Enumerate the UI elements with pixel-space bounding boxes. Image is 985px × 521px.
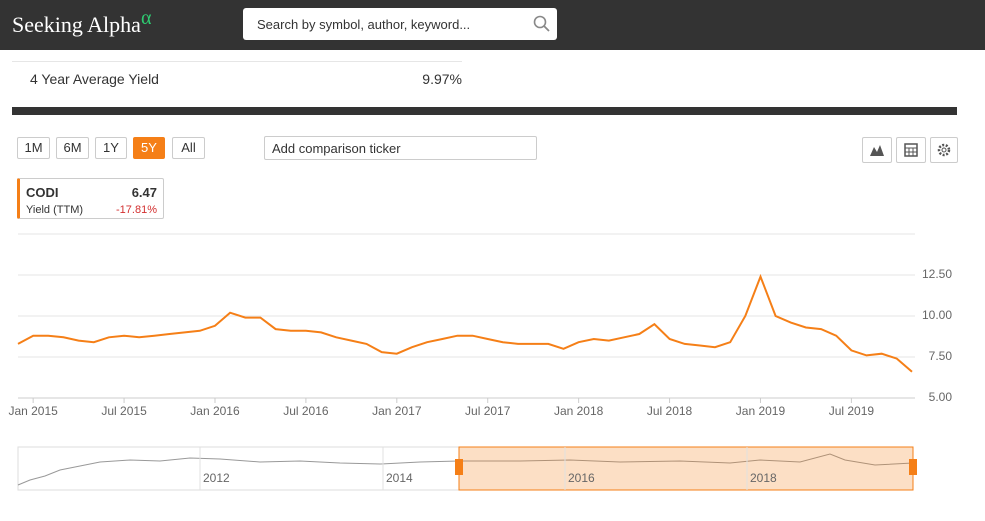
range-button[interactable]: All <box>172 137 205 159</box>
table-button[interactable] <box>896 137 926 163</box>
y-tick-label: 10.00 <box>922 308 952 322</box>
legend-ticker: CODI <box>26 185 59 200</box>
search-icon[interactable] <box>533 15 551 33</box>
y-tick-label: 12.50 <box>922 267 952 281</box>
search-box[interactable]: Search by symbol, author, keyword... <box>243 8 557 40</box>
navigator-selection[interactable] <box>458 446 914 491</box>
divider <box>12 61 462 62</box>
x-tick-label: Jan 2016 <box>190 404 240 418</box>
legend-price: 6.47 <box>131 185 157 200</box>
x-tick-label: Jan 2018 <box>554 404 604 418</box>
stat-value: 9.97% <box>422 71 462 87</box>
navigator-handle-right[interactable] <box>909 459 917 475</box>
section-bar <box>12 107 957 115</box>
navigator-label: 2016 <box>568 471 595 485</box>
logo-text[interactable]: Seeking Alpha <box>12 12 141 37</box>
y-tick-label: 5.00 <box>929 390 953 404</box>
range-button[interactable]: 1M <box>17 137 50 159</box>
legend-change: -17.81% <box>116 204 157 216</box>
stat-label: 4 Year Average Yield <box>30 71 159 87</box>
series-line <box>17 273 913 373</box>
x-tick-label: Jul 2019 <box>829 404 875 418</box>
chart-type-button[interactable] <box>862 137 892 163</box>
x-tick-label: Jul 2015 <box>101 404 147 418</box>
x-tick-label: Jan 2015 <box>8 404 58 418</box>
settings-button[interactable] <box>930 137 958 163</box>
comparison-placeholder: Add comparison ticker <box>272 141 401 156</box>
y-tick-label: 7.50 <box>929 349 953 363</box>
range-button[interactable]: 6M <box>56 137 89 159</box>
logo[interactable]: Seeking Alphaα <box>12 7 151 38</box>
search-placeholder: Search by symbol, author, keyword... <box>257 17 471 32</box>
chart-type-icon <box>870 145 884 156</box>
x-tick-label: Jan 2017 <box>372 404 422 418</box>
settings-icon <box>937 143 951 157</box>
x-tick-label: Jan 2019 <box>736 404 786 418</box>
x-tick-label: Jul 2018 <box>647 404 693 418</box>
navigator-label: 2014 <box>386 471 413 485</box>
logo-mark[interactable]: α <box>140 7 152 29</box>
table-icon <box>904 143 918 157</box>
comparison-input[interactable]: Add comparison ticker <box>264 136 537 160</box>
range-button[interactable]: 5Y <box>133 137 165 159</box>
legend-box: CODI 6.47 Yield (TTM) -17.81% <box>17 178 164 219</box>
navigator-label: 2018 <box>750 471 777 485</box>
navigator-label: 2012 <box>203 471 230 485</box>
navigator-handle-left[interactable] <box>455 459 463 475</box>
legend-metric: Yield (TTM) <box>26 204 84 216</box>
navigator-line <box>17 453 914 486</box>
x-tick-label: Jul 2016 <box>283 404 329 418</box>
range-button[interactable]: 1Y <box>95 137 127 159</box>
x-tick-label: Jul 2017 <box>465 404 511 418</box>
